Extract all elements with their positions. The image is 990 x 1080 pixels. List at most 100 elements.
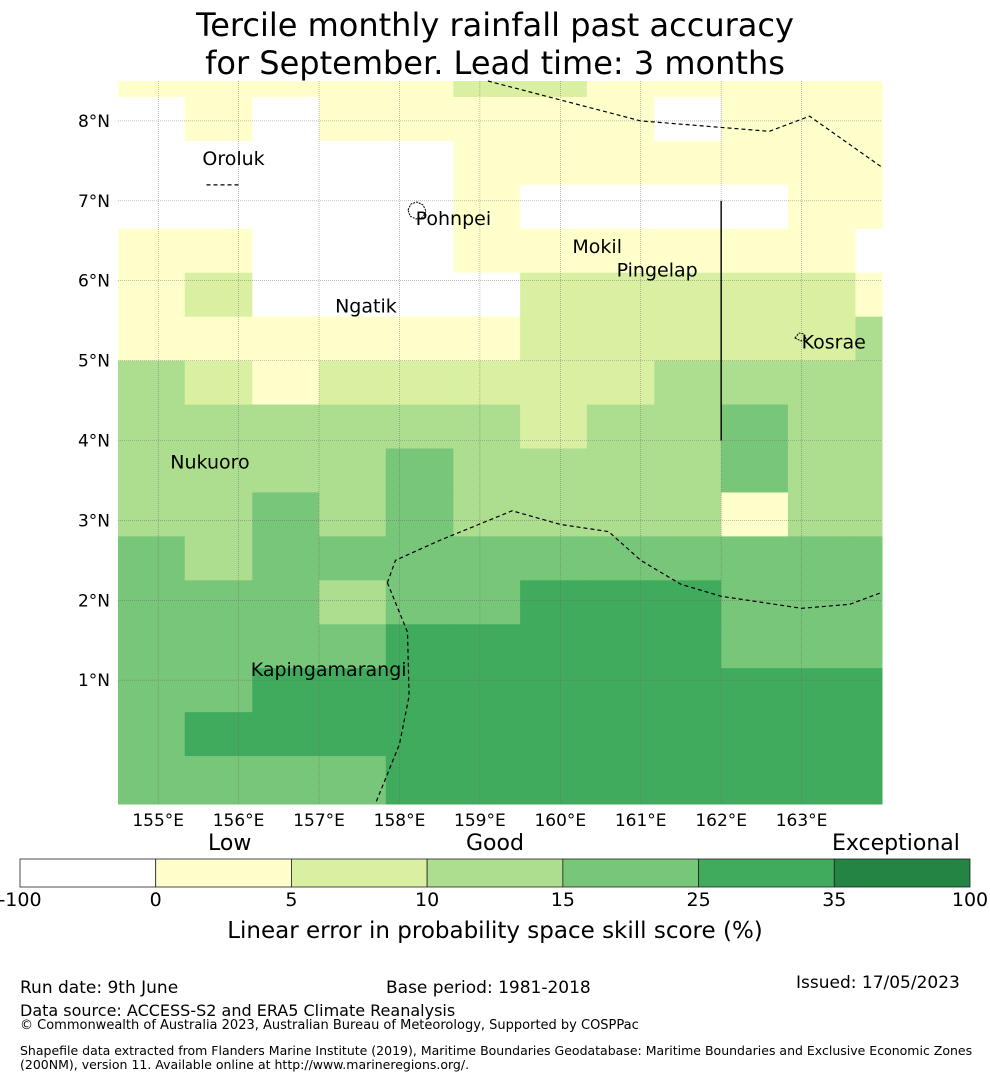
grid-cell — [855, 81, 883, 98]
category-good: Good — [466, 831, 524, 856]
grid-cell — [184, 448, 253, 493]
grid-cell — [520, 448, 588, 493]
colorbar-swatch — [562, 858, 699, 888]
grid-cell — [721, 360, 789, 406]
colorbar-tick-label: 25 — [686, 889, 711, 911]
grid-cell — [721, 140, 789, 186]
grid-cell — [787, 448, 856, 493]
category-exceptional: Exceptional — [832, 831, 960, 856]
grid-cell — [118, 140, 186, 186]
longitude-tick-label: 162°E — [695, 811, 747, 831]
grid-cell — [385, 360, 454, 406]
grid-cell — [319, 360, 387, 406]
grid-cell — [453, 360, 521, 406]
grid-cell — [453, 272, 521, 318]
grid-cell — [252, 228, 320, 274]
grid-cell — [787, 316, 856, 362]
grid-cell — [319, 668, 387, 713]
grid-cell — [721, 448, 789, 493]
grid-cell — [385, 184, 454, 230]
grid-cell — [855, 96, 883, 142]
grid-cell — [385, 448, 454, 493]
grid-cell — [787, 140, 856, 186]
grid-cell — [319, 272, 387, 318]
grid-cell — [586, 492, 655, 537]
issued-date: Issued: 17/05/2023 — [796, 973, 960, 993]
grid-cell — [385, 492, 454, 537]
grid-cell — [453, 448, 521, 493]
grid-cell — [855, 536, 883, 581]
grid-cell — [252, 580, 320, 625]
grid-cell — [184, 81, 253, 98]
grid-cell — [319, 96, 387, 142]
grid-cell — [787, 756, 856, 805]
grid-cell — [520, 404, 588, 449]
grid-cell — [252, 316, 320, 362]
grid-cell — [319, 712, 387, 757]
grid-cell — [184, 580, 253, 625]
colorbar-swatch — [291, 858, 428, 888]
grid-cell — [520, 81, 588, 98]
eez-boundary-line — [487, 80, 883, 168]
grid-cell — [453, 712, 521, 757]
grid-cell — [252, 272, 320, 318]
grid-cell — [721, 580, 789, 625]
longitude-tick-label: 159°E — [454, 811, 506, 831]
grid-cell — [319, 81, 387, 98]
grid-cell — [453, 140, 521, 186]
colorbar-title: Linear error in probability space skill … — [227, 918, 763, 944]
grid-cell — [319, 228, 387, 274]
grid-cell — [586, 360, 655, 406]
longitude-tick-label: 156°E — [213, 811, 265, 831]
grid-cell — [184, 140, 253, 186]
skill-grid — [118, 81, 883, 805]
colorbar-tick-label: 0 — [149, 889, 162, 911]
grid-cell — [520, 668, 588, 713]
grid-cell — [721, 756, 789, 805]
grid-cell — [855, 580, 883, 625]
grid-cell — [118, 712, 186, 757]
longitude-tick-label: 160°E — [534, 811, 586, 831]
grid-cell — [721, 272, 789, 318]
grid-cell — [118, 668, 186, 713]
grid-cell — [654, 81, 722, 98]
grid-cell — [721, 184, 789, 230]
grid-cell — [385, 81, 454, 98]
grid-cell — [385, 712, 454, 757]
grid-cell — [453, 668, 521, 713]
grid-cell — [252, 624, 320, 669]
grid-cell — [654, 492, 722, 537]
colorbar-swatch — [155, 858, 292, 888]
grid-cell — [184, 756, 253, 805]
grid-cell — [118, 81, 186, 98]
grid-cell — [586, 272, 655, 318]
grid-cell — [385, 624, 454, 669]
grid-cell — [453, 756, 521, 805]
grid-cell — [586, 448, 655, 493]
grid-cell — [118, 184, 186, 230]
grid-cell — [118, 360, 186, 406]
eez-boundary-line — [374, 582, 410, 805]
grid-cell — [453, 228, 521, 274]
colorbar-swatch — [426, 858, 564, 888]
longitude-tick-label: 157°E — [293, 811, 345, 831]
latitude-tick-label: 6°N — [78, 272, 110, 292]
grid-cell — [453, 580, 521, 625]
grid-cell — [586, 624, 655, 669]
grid-cell — [586, 404, 655, 449]
grid-cell — [252, 492, 320, 537]
grid-cell — [184, 96, 253, 142]
grid-cell — [787, 272, 856, 318]
grid-cell — [586, 536, 655, 581]
grid-cell — [721, 404, 789, 449]
grid-cell — [453, 184, 521, 230]
grid-cell — [855, 404, 883, 449]
grid-cell — [252, 360, 320, 406]
place-label: Kapingamarangi — [251, 659, 407, 681]
eez-boundary-line — [386, 510, 883, 609]
grid-cell — [385, 668, 454, 713]
title-line-1: Tercile monthly rainfall past accuracy — [196, 6, 794, 44]
grid-cell — [787, 360, 856, 406]
grid-cell — [252, 184, 320, 230]
